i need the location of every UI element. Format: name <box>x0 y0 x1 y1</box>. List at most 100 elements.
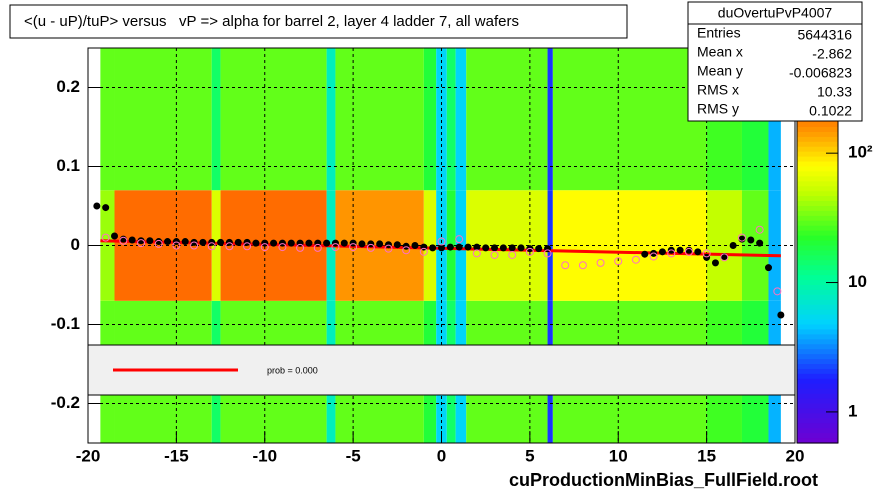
stats-label: Mean x <box>697 44 743 60</box>
stats-label: Entries <box>697 25 741 41</box>
y-tick-label: 0 <box>71 235 80 254</box>
legend-text: prob = 0.000 <box>267 365 318 375</box>
color-bar-segment <box>797 319 838 326</box>
color-bar-segment <box>797 166 838 173</box>
point-marker <box>128 236 136 244</box>
color-bar-segment <box>797 413 838 419</box>
open-marker <box>773 287 782 296</box>
color-bar-segment <box>797 324 838 331</box>
open-marker <box>755 225 764 234</box>
open-marker <box>402 246 411 255</box>
title-box <box>9 4 628 39</box>
color-bar-segment <box>797 131 838 138</box>
point-marker <box>455 243 463 251</box>
color-bar-segment <box>797 127 838 133</box>
point-marker <box>358 240 366 248</box>
color-bar-segment <box>797 403 838 410</box>
heatmap-cell <box>335 48 424 191</box>
x-tick-label: -15 <box>164 446 189 465</box>
color-bar-segment <box>797 196 838 202</box>
color-bar-segment <box>797 423 838 429</box>
heatmap-cell <box>436 48 447 191</box>
color-bar-segment <box>797 349 838 355</box>
color-bar-segment <box>797 146 838 153</box>
point-marker <box>535 245 543 253</box>
stats-title: duOvertuPvP4007 <box>718 5 833 21</box>
color-bar-segment <box>797 156 838 163</box>
stats-value: -0.006823 <box>789 65 852 81</box>
color-bar-segment <box>797 280 838 286</box>
plot-frame <box>87 47 796 444</box>
point-marker <box>429 244 437 252</box>
color-bar-segment <box>797 393 838 400</box>
stats-box <box>687 1 863 122</box>
point-marker <box>491 244 499 252</box>
color-bar-segment <box>797 388 838 395</box>
open-marker <box>419 247 428 256</box>
color-bar-segment <box>797 368 838 375</box>
color-bar-segment <box>797 260 838 266</box>
point-marker <box>747 236 755 244</box>
point-marker <box>764 264 772 272</box>
heatmap-cell <box>466 48 548 191</box>
point-marker <box>146 237 154 245</box>
point-marker <box>340 239 348 247</box>
open-marker <box>313 243 322 252</box>
open-marker <box>614 257 623 266</box>
color-bar-segment <box>797 171 838 177</box>
point-marker <box>694 248 702 256</box>
stats-value: 0.1022 <box>809 103 852 119</box>
chart-title: <(u - uP)/tuP> versus vP => alpha for ba… <box>24 13 519 30</box>
y-tick-label: 0.1 <box>56 156 80 175</box>
point-marker <box>777 311 785 319</box>
open-marker <box>737 233 746 242</box>
point-marker <box>508 244 516 252</box>
stats-label: Mean y <box>697 63 743 79</box>
color-bar-segment <box>797 433 838 439</box>
heatmap-cell <box>326 48 336 191</box>
z-tick-label: 10² <box>848 143 873 162</box>
color-bar-segment <box>797 304 838 311</box>
open-marker <box>720 253 729 262</box>
color-bar-segment <box>797 206 838 212</box>
point-marker <box>93 202 101 210</box>
point-marker <box>446 243 454 251</box>
stats-label: RMS x <box>697 82 739 98</box>
point-marker <box>181 238 189 246</box>
open-marker <box>207 242 216 251</box>
heatmap-cell <box>552 48 707 191</box>
color-bar-segment <box>797 344 838 350</box>
stats-value: 10.33 <box>817 84 852 100</box>
color-bar-segment <box>797 250 838 256</box>
color-bar-segment <box>797 186 838 192</box>
color-bar-segment <box>797 309 838 316</box>
point-marker <box>305 239 313 247</box>
open-marker <box>101 233 110 242</box>
point-marker <box>411 242 419 249</box>
color-bar-segment <box>797 215 838 222</box>
heatmap-cell <box>547 48 553 191</box>
z-tick-label: 1 <box>848 401 857 420</box>
point-marker <box>729 242 737 249</box>
x-tick-label: -5 <box>346 446 361 465</box>
color-bar-segment <box>797 364 838 370</box>
color-bar-segment <box>797 398 838 405</box>
color-bar-segment <box>797 378 838 385</box>
color-bar-segment <box>797 240 838 247</box>
x-tick-label: -20 <box>76 446 101 465</box>
point-marker <box>482 244 490 252</box>
open-marker <box>472 249 481 258</box>
heatmap-cell <box>423 48 437 191</box>
heatmap-cell <box>446 48 456 191</box>
open-marker <box>649 252 658 261</box>
color-bar-segment <box>797 339 838 345</box>
color-bar-segment <box>797 136 838 143</box>
point-marker <box>111 232 119 240</box>
point-marker <box>658 248 666 256</box>
point-marker <box>756 239 764 247</box>
open-marker <box>437 237 446 246</box>
color-bar-segment <box>797 176 838 182</box>
color-bar-segment <box>797 191 838 197</box>
color-bar-segment <box>797 141 838 148</box>
